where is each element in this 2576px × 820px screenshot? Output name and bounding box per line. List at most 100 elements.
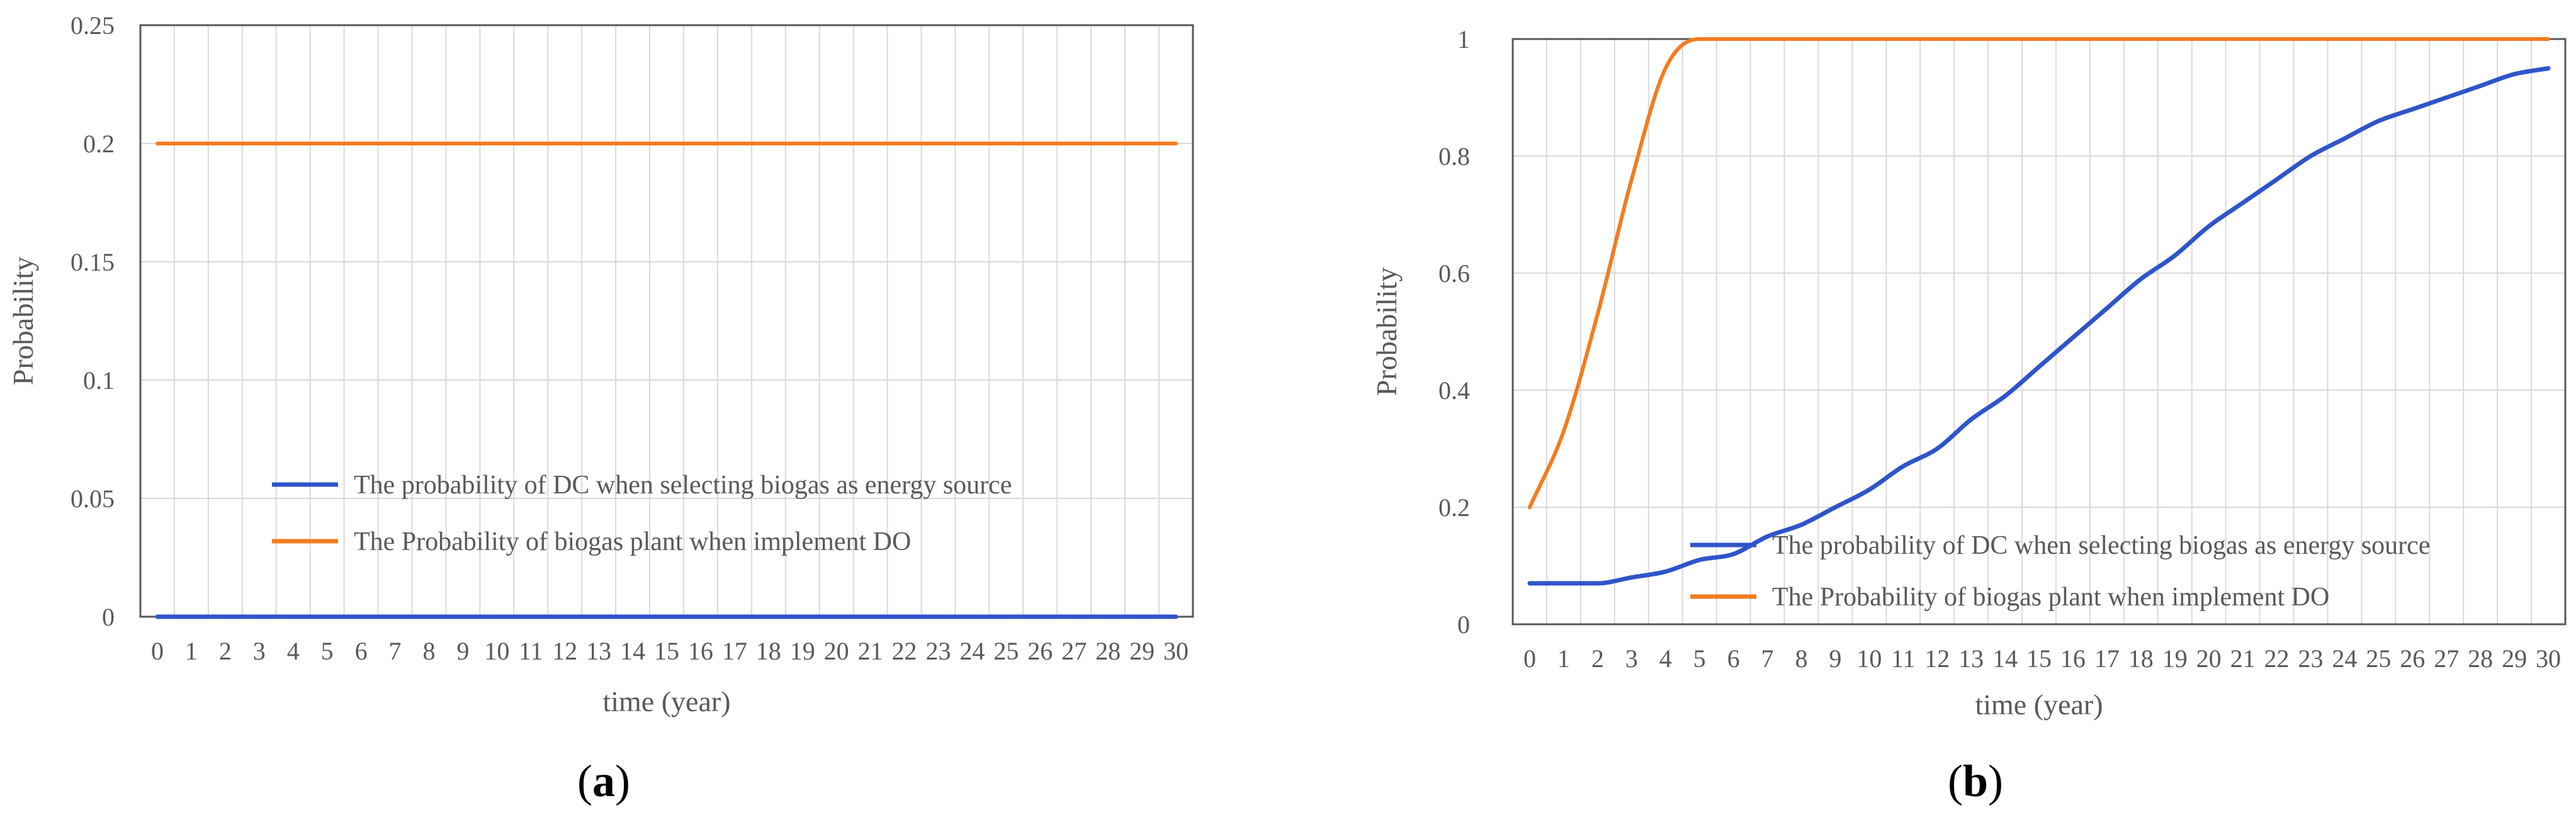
panel-b-x-tick-label: 20	[2196, 644, 2222, 673]
panel-b-caption: (b)	[1948, 756, 2003, 806]
panel-a-x-tick-label: 23	[925, 637, 951, 665]
panel-b-x-tick-label: 16	[2060, 644, 2086, 673]
panel-a-x-tick-label: 16	[688, 637, 713, 665]
panel-a-x-tick-label: 14	[620, 637, 645, 665]
panel-a-y-tick-label: 0.05	[71, 485, 115, 513]
panel-a-x-tick-label: 7	[389, 637, 402, 665]
panel-b-x-tick-label: 10	[1856, 644, 1882, 673]
panel-b-x-tick-label: 8	[1795, 644, 1807, 673]
panel-b-y-tick-label: 0.6	[1438, 259, 1470, 288]
panel-a-x-tick-label: 3	[253, 637, 266, 665]
panel-a-x-tick-label: 4	[287, 637, 300, 665]
panel-b-y-tick-label: 0	[1457, 610, 1470, 639]
panel-a-x-tick-label: 28	[1095, 637, 1121, 665]
panel-a-legend-label-biogas: The Probability of biogas plant when imp…	[354, 527, 911, 556]
panel-a-y-tick-label: 0.1	[83, 366, 115, 395]
panel-b-x-tick-label: 30	[2536, 644, 2561, 673]
panel-b-x-tick-label: 0	[1523, 644, 1536, 673]
panel-b-x-tick-label: 22	[2264, 644, 2290, 673]
panel-b-caption-letter: b	[1963, 756, 1988, 806]
panel-a-x-axis-title: time (year)	[602, 685, 730, 717]
panel-b-x-tick-label: 14	[1992, 644, 2018, 673]
panel-a-x-tick-label: 30	[1163, 637, 1189, 665]
panel-a-x-tick-label: 13	[586, 637, 611, 665]
panel-a-x-tick-label: 5	[321, 637, 334, 665]
panel-a-y-tick-label: 0	[102, 603, 115, 631]
panel-b-x-tick-label: 28	[2468, 644, 2493, 673]
panel-a-x-tick-label: 24	[959, 637, 985, 665]
panel-a-x-tick-label: 0	[151, 637, 164, 665]
panel-b-legend-label-biogas: The Probability of biogas plant when imp…	[1772, 583, 2329, 612]
panel-b-x-tick-label: 13	[1958, 644, 1984, 673]
panel-b-x-tick-label: 24	[2332, 644, 2357, 673]
panel-b-x-tick-label: 19	[2162, 644, 2188, 673]
panel-a-x-tick-label: 22	[892, 637, 917, 665]
panel-b-x-tick-label: 17	[2094, 644, 2120, 673]
chart-panel-a: 00.050.10.150.20.25 0 1 2 3 4 5 6 7 8 9 10 11 12 13 14…	[7, 11, 1194, 806]
panel-a-x-tick-label: 6	[355, 637, 368, 665]
panel-a-y-axis-title: Probability	[7, 257, 39, 385]
panel-a-x-tick-label: 15	[654, 637, 679, 665]
panel-a-x-tick-label: 18	[756, 637, 781, 665]
panel-a-x-tick-label: 10	[484, 637, 509, 665]
panel-b-y-tick-label: 0.4	[1438, 376, 1470, 405]
panel-b-series-line-dc	[1527, 66, 2551, 586]
panel-a-caption-letter: a	[592, 756, 615, 806]
panel-a-x-tick-label: 26	[1027, 637, 1053, 665]
panel-a-x-tick-label: 19	[790, 637, 815, 665]
panel-a-x-tick-label: 17	[722, 637, 747, 665]
panel-b-x-tick-label: 27	[2434, 644, 2459, 673]
panel-a-x-tick-label: 25	[993, 637, 1019, 665]
panel-a-x-tick-label: 27	[1061, 637, 1087, 665]
panel-b-x-tick-label: 15	[2026, 644, 2052, 673]
panel-b-x-tick-label: 26	[2400, 644, 2425, 673]
panel-a-x-tick-label: 8	[422, 637, 435, 665]
panel-b-y-axis-title: Probability	[1370, 267, 1403, 396]
panel-b-legend: The probability of DC when selecting bio…	[1690, 531, 2430, 612]
chart-panel-b: 00.20.40.60.81 0 1 2 3 4 5 6 7 8 9 10 11 12 13 14 15 16 1…	[1370, 25, 2567, 806]
panel-a-x-tick-label: 11	[519, 637, 543, 665]
panel-b-x-tick-label: 29	[2502, 644, 2527, 673]
panel-b-y-tick-label: 0.8	[1438, 142, 1470, 171]
panel-b-x-tick-label: 3	[1625, 644, 1638, 673]
panel-a-x-tick-label: 9	[456, 637, 469, 665]
panel-b-x-tick-label: 12	[1924, 644, 1950, 673]
panel-a-legend: The probability of DC when selecting bio…	[272, 471, 1012, 556]
panel-b-x-axis-title: time (year)	[1975, 688, 2103, 721]
panel-b-x-tick-label: 18	[2128, 644, 2154, 673]
panel-b-y-ticks: 0 0.2 0.4 0.6 0.8 1	[1438, 25, 1470, 639]
panel-b-x-tick-label: 21	[2230, 644, 2256, 673]
panel-b-x-tick-label: 9	[1829, 644, 1841, 673]
panel-b-x-tick-label: 25	[2366, 644, 2391, 673]
panel-b-x-tick-label: 1	[1557, 644, 1570, 673]
panel-b-x-tick-label: 2	[1591, 644, 1604, 673]
panel-a-y-tick-label: 0.15	[71, 248, 115, 276]
panel-a-legend-label-dc: The probability of DC when selecting bio…	[354, 471, 1012, 500]
panel-a-x-tick-label: 21	[858, 637, 883, 665]
panel-a-x-tick-label: 1	[185, 637, 198, 665]
panel-b-y-tick-label: 0.2	[1438, 493, 1470, 522]
panel-b-legend-label-dc: The probability of DC when selecting bio…	[1772, 531, 2430, 560]
panel-b-x-tick-label: 6	[1727, 644, 1740, 673]
panel-a-x-tick-label: 12	[552, 637, 577, 665]
panel-a-y-ticks: 0 0.05 0.1 0.15 0.2 0.25	[71, 11, 115, 631]
panel-a-y-tick-label: 0.2	[83, 130, 115, 158]
panel-a-series	[155, 142, 1178, 619]
panel-b-x-tick-label: 11	[1891, 644, 1916, 673]
panel-a-x-tick-label: 2	[219, 637, 232, 665]
panel-a-x-tick-label: 20	[824, 637, 849, 665]
panel-b-x-ticks: 0 1 2 3 4 5 6 7 8 9 10 11 12 13 14 15 16 17 18 19 20 21 22 23 24…	[1523, 644, 2561, 673]
panel-a-y-tick-label: 0.25	[71, 11, 115, 40]
panel-b-x-tick-label: 7	[1761, 644, 1774, 673]
panel-b-x-tick-label: 4	[1659, 644, 1672, 673]
panel-a-x-ticks: 0 1 2 3 4 5 6 7 8 9 10 11 12 13 14 15 16 17 18 19 20 21 22 23 24…	[151, 637, 1189, 665]
panel-a-caption: (a)	[577, 756, 630, 806]
panel-a-x-tick-label: 29	[1129, 637, 1155, 665]
panel-b-y-tick-label: 1	[1457, 25, 1470, 53]
panel-b-x-tick-label: 23	[2298, 644, 2323, 673]
panel-b-x-tick-label: 5	[1693, 644, 1706, 673]
panel-b-series	[1527, 37, 2551, 586]
panel-b-series-line-biogas	[1528, 37, 2550, 509]
